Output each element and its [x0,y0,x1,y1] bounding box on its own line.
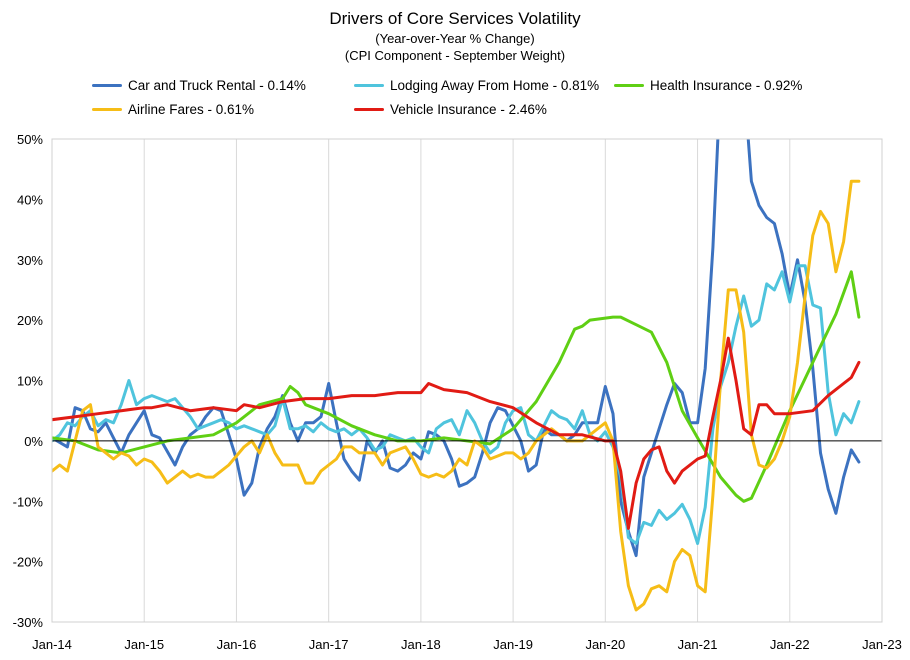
x-tick-label: Jan-21 [678,637,718,652]
grid-lines [143,139,791,622]
series-line-health-insurance [52,270,861,503]
y-tick-label: 10% [17,374,43,389]
x-tick-label: Jan-22 [770,637,810,652]
x-tick-label: Jan-16 [217,637,257,652]
x-tick-label: Jan-20 [585,637,625,652]
plot-frame [51,138,883,623]
chart-subtitle-2: (CPI Component - September Weight) [344,48,566,63]
y-tick-label: 50% [17,132,43,147]
legend-label-airline-fares: Airline Fares - 0.61% [128,102,255,117]
y-tick-label: -10% [13,494,44,509]
legend-item-lodging: Lodging Away From Home - 0.81% [354,78,599,93]
series-line-car-truck-rental [52,139,861,558]
legend-label-car-truck-rental: Car and Truck Rental - 0.14% [128,78,306,93]
y-axis-tick-labels: -30% -20% -10% 0% 10% 20% 30% 40% 50% [13,132,44,630]
legend-swatch-airline-fares [92,108,122,111]
y-tick-label: -30% [13,615,44,630]
y-tick-label: 40% [17,192,43,207]
chart-subtitle-1: (Year-over-Year % Change) [375,31,535,46]
legend-item-car-truck-rental: Car and Truck Rental - 0.14% [92,78,306,93]
y-tick-label: -20% [13,555,44,570]
legend-item-vehicle-insurance: Vehicle Insurance - 2.46% [354,102,547,117]
legend-swatch-car-truck-rental [92,84,122,87]
chart-titles: Drivers of Core Services Volatility (Yea… [0,8,910,64]
series-line-lodging [52,264,861,545]
legend-item-health-insurance: Health Insurance - 0.92% [614,78,802,93]
chart-title: Drivers of Core Services Volatility [329,9,581,28]
y-tick-label: 30% [17,253,43,268]
legend-label-health-insurance: Health Insurance - 0.92% [650,78,803,93]
series-lines [52,139,861,612]
y-tick-label: 20% [17,313,43,328]
chart-legend: Car and Truck Rental - 0.14% Lodging Awa… [92,78,892,122]
x-tick-label: Jan-19 [493,637,533,652]
legend-item-airline-fares: Airline Fares - 0.61% [92,102,254,117]
legend-swatch-lodging [354,84,384,87]
series-line-airline-fares [52,179,861,612]
x-axis-tick-labels: Jan-14 Jan-15 Jan-16 Jan-17 Jan-18 Jan-19 Jan-… [32,637,902,652]
legend-label-lodging: Lodging Away From Home - 0.81% [390,78,600,93]
x-tick-label: Jan-17 [309,637,349,652]
x-tick-label: Jan-14 [32,637,72,652]
legend-swatch-vehicle-insurance [354,108,384,111]
x-tick-label: Jan-15 [124,637,164,652]
legend-label-vehicle-insurance: Vehicle Insurance - 2.46% [390,102,547,117]
series-line-vehicle-insurance [52,336,861,530]
legend-swatch-health-insurance [614,84,644,87]
x-tick-label: Jan-23 [862,637,902,652]
x-tick-label: Jan-18 [401,637,441,652]
y-tick-label: 0% [24,434,43,449]
